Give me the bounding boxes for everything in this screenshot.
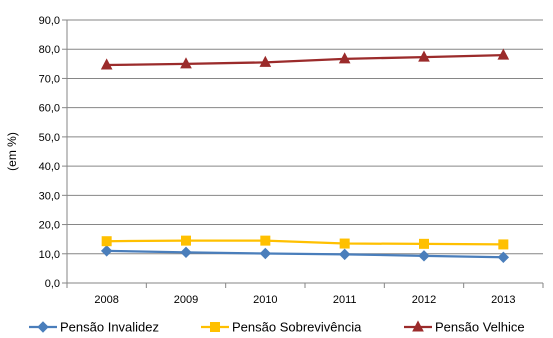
axes bbox=[62, 19, 544, 288]
legend-marker bbox=[210, 322, 220, 332]
data-point bbox=[339, 238, 350, 249]
legend-item: Pensão Velhice bbox=[404, 320, 525, 335]
data-point bbox=[100, 245, 113, 257]
y-tick-label: 20,0 bbox=[39, 220, 60, 232]
legend-label: Pensão Velhice bbox=[435, 320, 525, 335]
data-point bbox=[418, 250, 430, 262]
x-tick-label: 2011 bbox=[333, 294, 357, 306]
legend-label: Pensão Sobrevivência bbox=[232, 320, 362, 335]
data-point bbox=[181, 235, 191, 246]
series-lines bbox=[100, 48, 510, 263]
x-tick-label: 2012 bbox=[412, 294, 436, 306]
data-point bbox=[338, 52, 351, 64]
series-3 bbox=[100, 48, 510, 70]
legend: Pensão Invalidez Pensão Sobrevivência Pens… bbox=[29, 320, 525, 335]
x-tick-labels: 2008 2009 2010 2011 2012 2013 bbox=[94, 294, 515, 306]
data-point bbox=[259, 55, 272, 67]
x-tick-label: 2009 bbox=[174, 294, 198, 306]
data-point bbox=[338, 248, 351, 261]
data-point bbox=[497, 251, 510, 263]
series-line bbox=[106, 53, 504, 67]
series-line bbox=[106, 249, 504, 259]
y-tick-label: 60,0 bbox=[39, 103, 60, 115]
x-tick-label: 2008 bbox=[94, 294, 118, 306]
series-2 bbox=[101, 235, 509, 250]
data-point bbox=[418, 50, 430, 62]
y-tick-label: 70,0 bbox=[39, 73, 60, 85]
y-tick-label: 50,0 bbox=[39, 132, 60, 144]
y-tick-label: 30,0 bbox=[39, 190, 60, 202]
y-tick-label: 0,0 bbox=[45, 278, 60, 290]
series-line bbox=[106, 239, 504, 246]
legend-item: Pensão Sobrevivência bbox=[201, 320, 362, 335]
data-point bbox=[497, 48, 510, 60]
data-point bbox=[419, 238, 429, 249]
data-point bbox=[260, 235, 271, 246]
y-axis-title: (em %) bbox=[5, 132, 19, 171]
y-tick-label: 90,0 bbox=[39, 15, 60, 27]
y-tick-label: 10,0 bbox=[39, 249, 60, 261]
data-point bbox=[498, 239, 509, 250]
y-tick-label: 40,0 bbox=[39, 161, 60, 173]
y-tick-labels: 0,0 10,0 20,0 30,0 40,0 50,0 60,0 70,0 80,0 90,0 bbox=[39, 15, 60, 290]
series-1 bbox=[100, 245, 510, 263]
data-point bbox=[180, 246, 192, 259]
legend-label: Pensão Invalidez bbox=[60, 320, 159, 335]
data-point bbox=[100, 58, 113, 70]
y-tick-label: 80,0 bbox=[39, 44, 60, 56]
legend-item: Pensão Invalidez bbox=[29, 320, 159, 335]
data-point bbox=[180, 57, 192, 69]
x-tick-label: 2010 bbox=[253, 294, 277, 306]
data-point bbox=[101, 236, 112, 247]
gridlines bbox=[67, 19, 543, 255]
legend-marker bbox=[37, 321, 49, 333]
x-tick-label: 2013 bbox=[491, 294, 515, 306]
data-point bbox=[259, 247, 272, 260]
legend-marker bbox=[412, 320, 424, 332]
